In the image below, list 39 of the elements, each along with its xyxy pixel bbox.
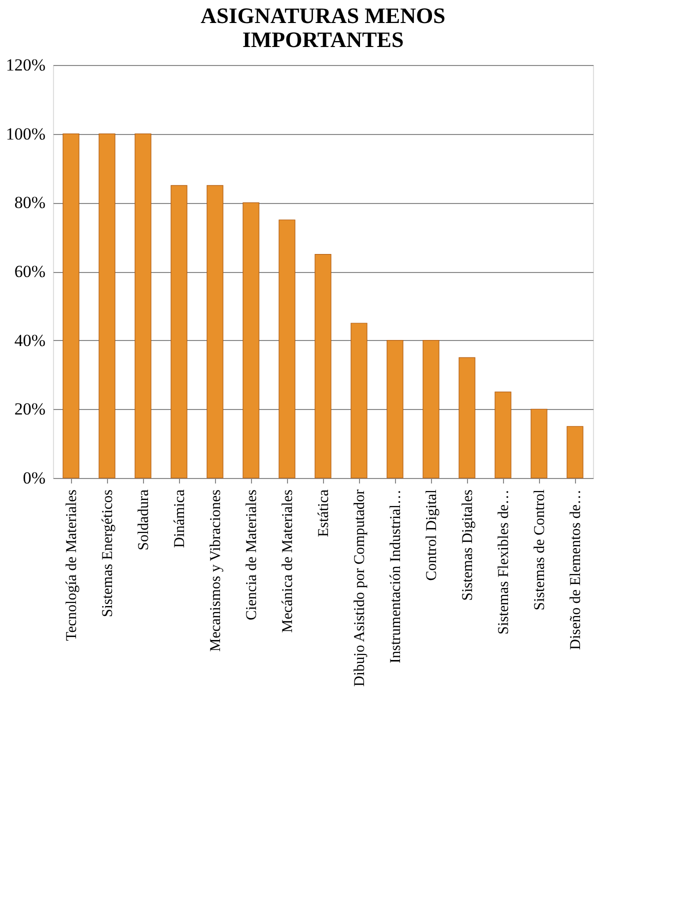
y-tick-label: 60% <box>14 262 46 281</box>
y-tick-label: 100% <box>6 124 46 144</box>
bar <box>422 340 440 478</box>
bar <box>350 322 368 478</box>
bar <box>566 426 584 478</box>
bar <box>134 134 152 478</box>
x-tick-label: Sistemas Digitales <box>460 489 476 601</box>
x-tick-label: Dinámica <box>172 489 188 548</box>
bar <box>98 134 116 478</box>
x-tick-label: Mecanismos y Vibraciones <box>208 489 224 652</box>
x-tick-label: Sistemas Flexibles de… <box>496 490 512 634</box>
y-tick-label: 20% <box>14 400 46 419</box>
x-tick-label: Soldadura <box>136 489 152 550</box>
bar <box>170 185 188 478</box>
x-tick-label: Sistemas de Control <box>532 490 548 610</box>
y-tick-label: 0% <box>22 468 46 488</box>
y-tick-label: 40% <box>14 330 46 350</box>
x-tick-label: Dibujo Asistido por Computador <box>352 490 368 687</box>
y-tick-label: 80% <box>14 193 46 212</box>
x-tick-label: Mecánica de Materiales <box>280 489 296 633</box>
bar <box>242 202 260 478</box>
x-tick-label: Ciencia de Materiales <box>244 489 260 620</box>
y-tick-label: 120% <box>6 56 46 74</box>
bar <box>494 392 512 478</box>
x-tick-label: Control Digital <box>424 490 440 581</box>
x-tick-label: Tecnología de Materiales <box>64 489 80 641</box>
x-tick-label: Instrumentación Industrial… <box>388 490 404 664</box>
x-tick-label: Sistemas Energéticos <box>100 489 116 618</box>
x-tick-label: Diseño de Elementos de… <box>568 490 584 650</box>
bar <box>62 134 80 478</box>
bar <box>386 340 404 478</box>
bar <box>206 185 224 478</box>
bar <box>314 254 332 478</box>
bar <box>530 408 548 478</box>
text: ASIGNATURAS MENOS <box>200 3 446 28</box>
x-tick-label: Estática <box>316 489 332 537</box>
bar <box>278 220 296 478</box>
bar <box>458 357 476 478</box>
text: IMPORTANTES <box>242 27 404 52</box>
